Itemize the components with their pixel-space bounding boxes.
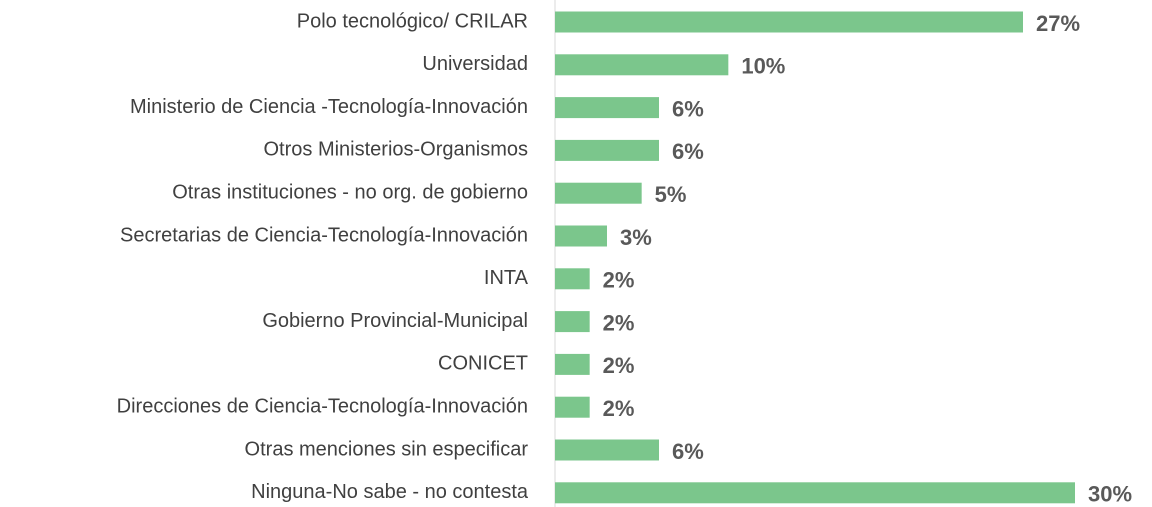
category-label: Otros Ministerios-Organismos: [263, 139, 528, 161]
value-label: 2%: [603, 268, 635, 293]
value-label: 6%: [672, 139, 704, 164]
category-label: Otras menciones sin especificar: [245, 438, 529, 460]
bar: [555, 311, 590, 333]
category-label: INTA: [484, 267, 529, 289]
category-label: Universidad: [422, 53, 528, 75]
value-label: 2%: [603, 353, 635, 378]
category-label: Ministerio de Ciencia -Tecnología-Innova…: [130, 96, 528, 118]
bar: [555, 11, 1023, 33]
value-label: 5%: [655, 182, 687, 207]
category-label: Secretarias de Ciencia-Tecnología-Innova…: [120, 224, 528, 246]
value-label: 6%: [672, 439, 704, 464]
value-label: 30%: [1088, 482, 1132, 507]
bar: [555, 182, 642, 204]
value-label: 6%: [672, 96, 704, 121]
bar: [555, 139, 659, 161]
value-label: 27%: [1036, 11, 1080, 36]
category-label: Direcciones de Ciencia-Tecnología-Innova…: [117, 395, 528, 417]
bar: [555, 439, 659, 461]
value-label: 3%: [620, 225, 652, 250]
bar: [555, 225, 607, 247]
value-label: 2%: [603, 396, 635, 421]
category-label: Polo tecnológico/ CRILAR: [297, 10, 528, 32]
bar: [555, 482, 1075, 504]
bar: [555, 268, 590, 290]
value-label: 2%: [603, 310, 635, 335]
bar: [555, 97, 659, 119]
bar: [555, 396, 590, 418]
bar: [555, 353, 590, 375]
category-label: Ninguna-No sabe - no contesta: [251, 481, 529, 503]
category-label: Gobierno Provincial-Municipal: [262, 310, 528, 332]
value-label: 10%: [741, 54, 785, 79]
category-label: CONICET: [438, 353, 528, 375]
bar: [555, 54, 729, 76]
category-label: Otras instituciones - no org. de gobiern…: [172, 181, 528, 203]
